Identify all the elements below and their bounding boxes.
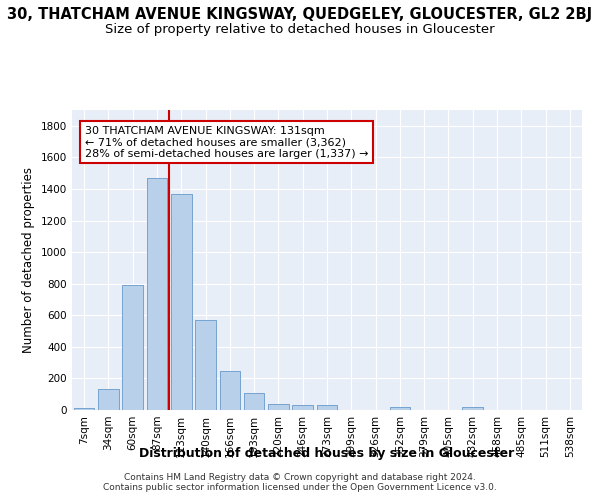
Bar [317,406,337,410]
Bar [244,392,265,410]
Text: 30 THATCHAM AVENUE KINGSWAY: 131sqm
← 71% of detached houses are smaller (3,362): 30 THATCHAM AVENUE KINGSWAY: 131sqm ← 71… [85,126,368,159]
Bar [146,178,167,410]
Bar [195,320,216,410]
Text: 30, THATCHAM AVENUE KINGSWAY, QUEDGELEY, GLOUCESTER, GL2 2BJ: 30, THATCHAM AVENUE KINGSWAY, QUEDGELEY,… [7,8,593,22]
Bar [292,406,313,410]
Bar [171,194,191,410]
Bar [122,286,143,410]
Text: Size of property relative to detached houses in Gloucester: Size of property relative to detached ho… [105,22,495,36]
Bar [220,370,240,410]
Bar [98,390,119,410]
Y-axis label: Number of detached properties: Number of detached properties [22,167,35,353]
Text: Distribution of detached houses by size in Gloucester: Distribution of detached houses by size … [139,448,515,460]
Bar [389,407,410,410]
Text: Contains HM Land Registry data © Crown copyright and database right 2024.
Contai: Contains HM Land Registry data © Crown c… [103,473,497,492]
Bar [463,407,483,410]
Bar [74,408,94,410]
Bar [268,404,289,410]
